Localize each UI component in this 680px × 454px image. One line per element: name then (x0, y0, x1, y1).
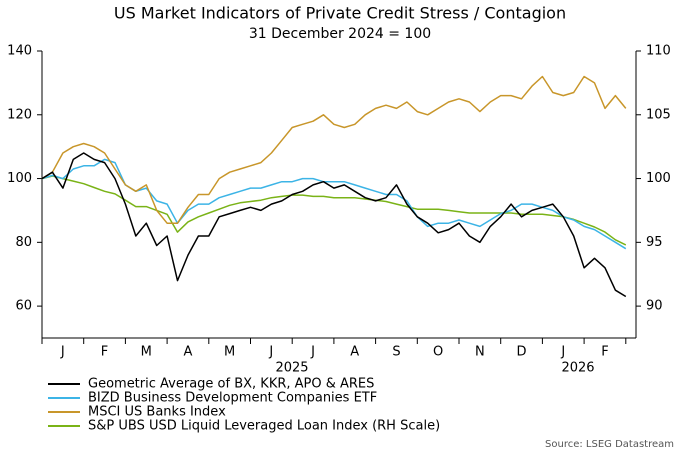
legend-label: Geometric Average of BX, KKR, APO & ARES (88, 377, 374, 392)
series-line (41, 175, 627, 246)
x-tick-label: J (268, 345, 273, 360)
y-tick-label: 140 (7, 44, 32, 59)
y-tick-label: 100 (7, 171, 32, 186)
legend-label: S&P UBS USD Liquid Leveraged Loan Index … (88, 419, 440, 434)
x-tick-label: N (475, 345, 485, 360)
legend-label: BIZD Business Development Companies ETF (88, 391, 377, 406)
y2-tick-label: 100 (646, 171, 671, 186)
chart-subtitle: 31 December 2024 = 100 (249, 26, 431, 42)
y2-tick-label: 105 (646, 107, 671, 122)
y-tick-label: 60 (15, 299, 32, 314)
y2-tick-label: 95 (646, 235, 663, 250)
y2-tick-label: 90 (646, 299, 663, 314)
y-tick-label: 80 (15, 235, 32, 250)
x-tick-label: M (224, 345, 235, 360)
series-line (41, 75, 627, 224)
x-tick-label: A (350, 345, 359, 360)
x-tick-label: A (183, 345, 192, 360)
x-tick-label: M (141, 345, 152, 360)
chart-title: US Market Indicators of Private Credit S… (114, 4, 566, 23)
x-tick-label: F (101, 345, 108, 360)
y-tick-label: 120 (7, 107, 32, 122)
x-group-label: 2026 (561, 361, 594, 376)
legend-label: MSCI US Banks Index (88, 405, 226, 420)
x-tick-label: J (560, 345, 565, 360)
x-tick-label: F (601, 345, 608, 360)
source-note: Source: LSEG Datastream (545, 439, 674, 450)
x-tick-label: D (517, 345, 527, 360)
x-tick-label: J (60, 345, 65, 360)
x-tick-label: O (433, 345, 443, 360)
x-group-label: 2025 (275, 361, 308, 376)
series-line (41, 152, 627, 298)
x-tick-label: J (310, 345, 315, 360)
series-line (41, 158, 627, 250)
y2-tick-label: 110 (646, 44, 671, 59)
x-tick-label: S (392, 345, 400, 360)
